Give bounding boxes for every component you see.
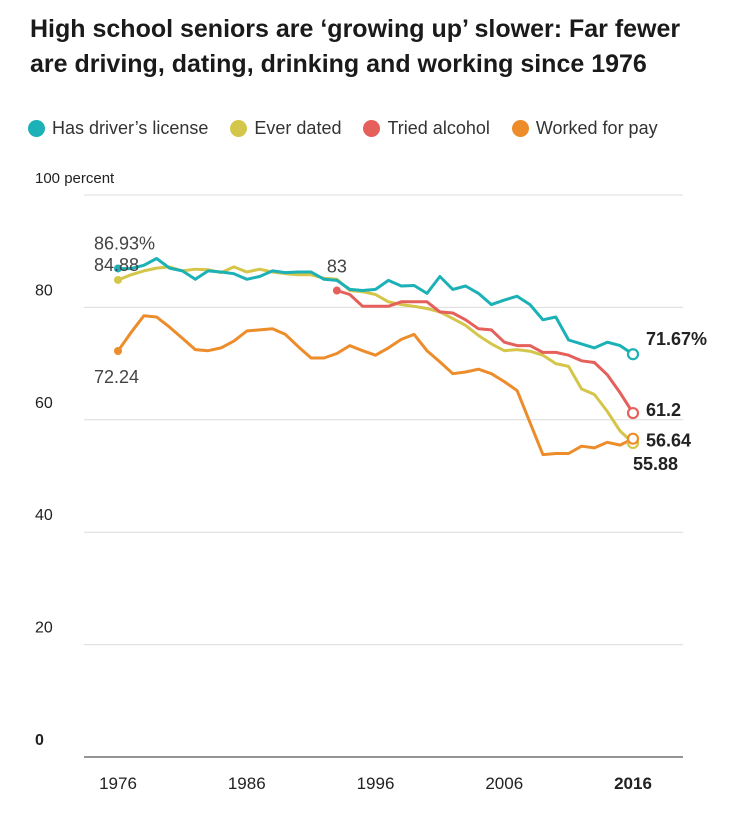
end-marker-tried-alcohol <box>626 406 640 420</box>
annotation-has-driver-s-license-1976: 86.93% <box>94 233 155 253</box>
x-tick-label-1996: 1996 <box>357 774 395 793</box>
legend-swatch-worked-for-pay <box>511 120 529 137</box>
annotation-worked-for-pay-2016: 56.64 <box>646 431 691 451</box>
y-tick-label-80: 80 <box>35 282 53 299</box>
x-tick-label-2016: 2016 <box>614 774 652 793</box>
y-tick-label-20: 20 <box>35 620 53 637</box>
start-marker-tried-alcohol <box>332 286 341 295</box>
legend-label-drivers-license: Has driver’s license <box>52 118 209 138</box>
legend-swatch-drivers-license <box>28 120 45 137</box>
series-line-has-driver-s-license <box>116 257 635 356</box>
start-marker-has-driver-s-license <box>114 264 122 273</box>
x-tick-label-1976: 1976 <box>99 774 137 793</box>
annotation-tried-alcohol-1993: 83 <box>327 257 347 277</box>
y-tick-label-60: 60 <box>35 395 53 412</box>
series-line-worked-for-pay <box>116 314 635 457</box>
annotation-has-driver-s-license-2016: 71.67% <box>646 329 707 349</box>
end-marker-has-driver-s-license <box>626 348 640 361</box>
legend-item-drivers-license: Has driver’s license <box>28 118 208 139</box>
legend-item-tried-alcohol: Tried alcohol <box>363 118 490 139</box>
series-line-tried-alcohol <box>335 289 635 415</box>
start-marker-worked-for-pay <box>114 347 122 356</box>
legend-label-ever-dated: Ever dated <box>254 118 342 138</box>
annotation-ever-dated-2016: 55.88 <box>633 454 678 474</box>
y-tick-label-100: 100 percent <box>35 170 115 187</box>
chart-legend: Has driver’s license Ever dated Tried al… <box>28 118 728 139</box>
legend-label-worked-for-pay: Worked for pay <box>535 118 658 138</box>
legend-item-ever-dated: Ever dated <box>230 118 341 139</box>
series-line-ever-dated <box>116 265 635 445</box>
y-tick-label-0: 0 <box>35 732 44 749</box>
legend-label-tried-alcohol: Tried alcohol <box>387 118 490 138</box>
end-marker-worked-for-pay <box>626 432 640 445</box>
annotation-worked-for-pay-1976: 72.24 <box>94 367 139 387</box>
chart-title: High school seniors are ‘growing up’ slo… <box>30 15 681 78</box>
legend-swatch-ever-dated <box>230 120 248 137</box>
y-tick-label-40: 40 <box>35 507 53 524</box>
annotation-tried-alcohol-2016: 61.2 <box>646 400 681 420</box>
x-tick-label-1986: 1986 <box>228 774 266 793</box>
legend-swatch-tried-alcohol <box>363 120 381 137</box>
annotation-ever-dated-1976: 84.88 <box>94 255 139 275</box>
start-marker-ever-dated <box>114 275 122 284</box>
legend-item-worked-for-pay: Worked for pay <box>511 118 658 139</box>
x-tick-label-2006: 2006 <box>485 774 523 793</box>
